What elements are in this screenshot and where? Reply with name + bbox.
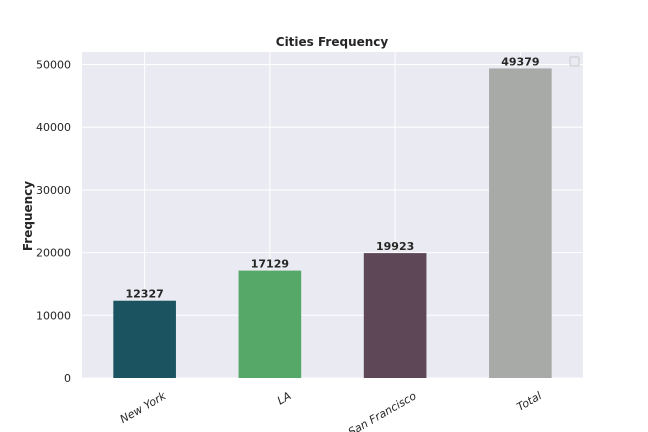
bar <box>489 68 552 379</box>
bar-value-label: 19923 <box>376 240 414 253</box>
y-tick-label: 0 <box>64 372 71 385</box>
bars <box>113 68 552 379</box>
y-tick-label: 50000 <box>36 59 71 72</box>
y-axis-ticks: 0 10000 20000 30000 40000 50000 <box>36 59 71 385</box>
bar-value-label: 17129 <box>251 258 289 271</box>
bar <box>363 253 427 378</box>
y-tick-label: 10000 <box>36 309 71 322</box>
y-axis-label: Frequency <box>21 181 35 251</box>
y-tick-label: 20000 <box>36 247 71 260</box>
x-tick-label: New York <box>118 389 169 426</box>
bar-data-labels: 12327 17129 19923 49379 <box>125 55 539 300</box>
bar-value-label: 49379 <box>501 55 539 68</box>
y-tick-label: 40000 <box>36 121 71 134</box>
legend <box>569 56 580 67</box>
x-tick-label: Total <box>515 389 544 413</box>
chart-title: Cities Frequency <box>276 35 389 49</box>
bar <box>238 270 302 378</box>
bar-value-label: 12327 <box>125 288 163 301</box>
y-tick-label: 30000 <box>36 184 71 197</box>
bar <box>113 300 176 378</box>
x-axis-ticks: New York LA San Francisco Total <box>118 389 544 432</box>
x-tick-label: San Francisco <box>346 389 419 432</box>
x-tick-label: LA <box>275 389 293 407</box>
